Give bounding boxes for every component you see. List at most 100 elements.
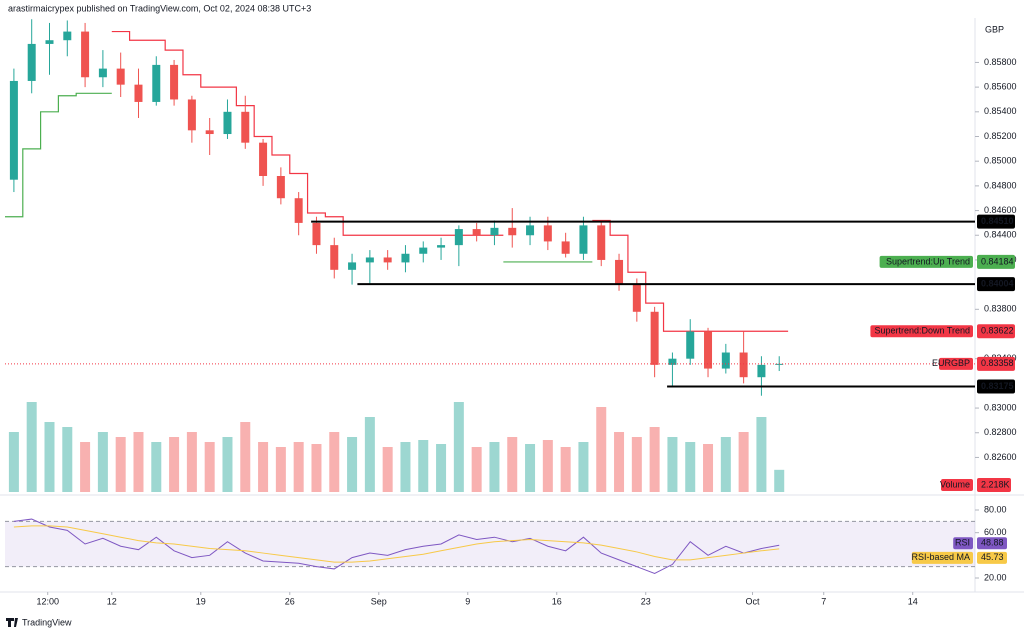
rsi-band-fill [5,521,975,567]
rsi-tick-label: 80.00 [984,504,1007,514]
volume-bar [97,432,108,492]
tag-value: 0.83358 [981,358,1014,368]
y-tick-label: 0.85000 [984,156,1017,166]
logo [6,618,18,627]
candle-body [704,331,713,369]
volume-bar [80,442,91,492]
tag-value-box [977,478,1011,492]
y-tick-label: 0.83800 [984,304,1017,314]
y-tick-label: 0.85200 [984,131,1017,141]
level-label: 0.84004 [981,279,1014,289]
tag-name: Volume [940,479,970,489]
candle-body [615,259,624,285]
candle-body [45,40,54,44]
volume-bar [26,402,37,492]
tag-name-box [911,551,973,564]
volume-bar [774,469,785,492]
candle-body [259,142,268,176]
volume-bar [169,437,180,492]
volume-bar [596,407,607,492]
tag-value-box [977,254,1015,269]
x-tick-label: 16 [552,596,562,606]
volume-bar [525,444,536,492]
volume-bar [151,442,162,492]
volume-bar [382,447,393,492]
volume-bar [453,402,464,492]
volume-bar [418,440,429,492]
y-tick-label: 0.84600 [984,205,1017,215]
volume-bar [347,437,358,492]
tag-value-box [977,356,1015,371]
volume-bar [649,427,660,492]
candle-body [365,257,374,263]
level-label-box [977,277,1015,292]
level-label-box [977,379,1015,394]
volume-bar [685,442,696,492]
volume-bar [240,422,251,492]
x-tick-label: 9 [465,596,470,606]
candle-body [294,198,303,223]
volume-bar [507,437,518,492]
candle-body [401,253,410,263]
candle-body [9,80,18,180]
y-tick-label: 0.83000 [984,402,1017,412]
tag-value: 45.73 [981,552,1004,562]
candle-body [579,225,588,254]
volume-bar [275,447,286,492]
tag-name-box [870,325,973,338]
candle-body [330,245,339,270]
candle-body [223,111,232,135]
tag-name: EURGBP [932,358,970,368]
candle-body [437,245,446,248]
volume-bar [489,442,500,492]
candle-body [98,68,107,78]
candle-body [632,284,641,312]
tag-value: 0.84184 [981,256,1014,266]
candle-body [650,311,659,365]
tag-value: 0.83622 [981,326,1014,336]
x-tick-label: 14 [908,596,918,606]
volume-bar [204,442,215,492]
volume-bar [631,437,642,492]
header: arastirmaicrypex published on TradingVie… [8,3,311,13]
candle-body [526,225,535,236]
candle-body [312,222,321,246]
candle-body [241,111,250,143]
candle-body [383,257,392,263]
volume-bar [293,442,304,492]
volume-bar [44,422,55,492]
tag-name-box [953,537,973,550]
volume-bar [8,432,19,492]
volume-bar [186,432,197,492]
candle-body [116,68,125,85]
rsi-line [13,518,780,575]
candle-body [561,241,570,254]
candle-body [757,364,766,378]
candle-body [597,225,606,260]
candle-body [187,99,196,131]
volume-bar [115,437,126,492]
tag-name: Supertrend:Down Trend [874,326,970,336]
y-tick-label: 0.84800 [984,180,1017,190]
x-tick-label: 23 [641,596,651,606]
volume-bar [614,432,625,492]
tag-value: 2.218K [981,479,1010,489]
tag-name: RSI [955,538,970,548]
volume-bar [258,442,269,492]
tag-name: RSI-based MA [911,552,970,562]
candle-body [81,31,90,78]
volume-bar [436,444,447,492]
candle-body [739,352,748,378]
level-label-box [977,214,1015,229]
x-tick-label: Sep [371,596,387,606]
x-tick-label: 12:00 [36,596,59,606]
candle-body [205,130,214,135]
tag-name-box [879,255,973,268]
volume-bar [222,437,233,492]
candle-body [348,262,357,270]
level-label: 0.83175 [981,381,1014,391]
candle-body [170,64,179,100]
candle-body [668,358,677,365]
